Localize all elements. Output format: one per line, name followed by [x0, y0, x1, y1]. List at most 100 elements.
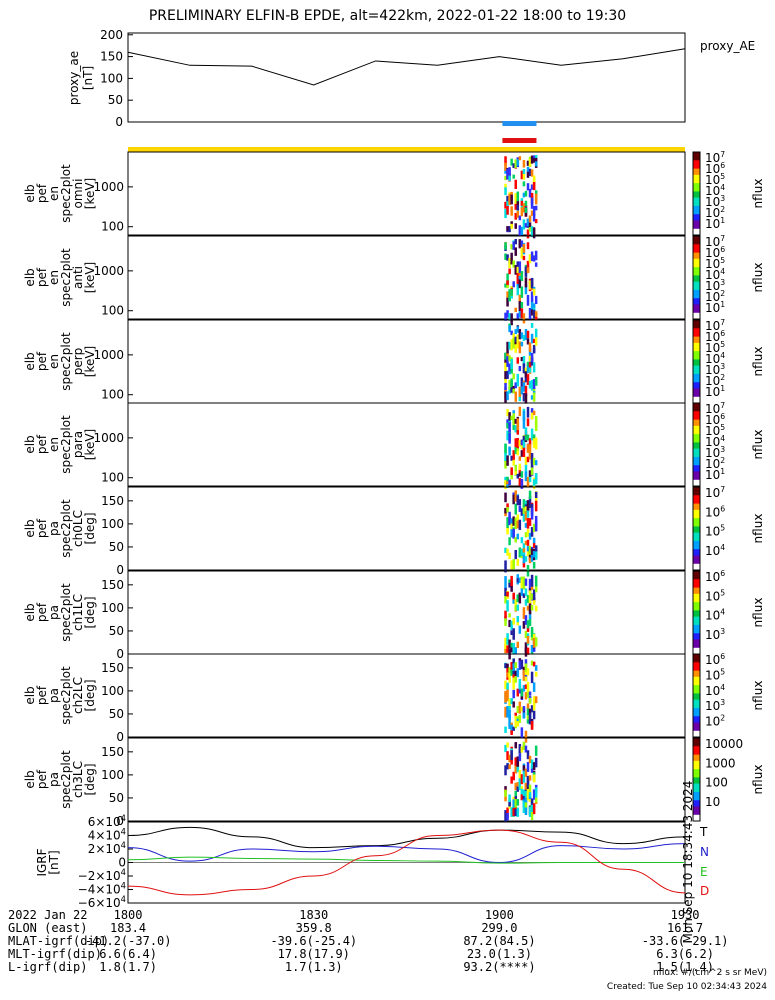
colorbar-cell: [693, 189, 700, 192]
spectrogram-cell: [506, 706, 509, 718]
panel-y-label: elb: [23, 184, 37, 202]
colorbar-cell: [693, 567, 700, 571]
spectrogram-cell: [528, 532, 532, 540]
spectrogram-cell: [514, 382, 517, 389]
spectrogram-cell: [530, 766, 534, 773]
colorbar-cell: [693, 324, 700, 327]
colorbar-cell: [693, 444, 700, 448]
spectrogram-cell: [526, 647, 530, 655]
proxy-ae-line: [127, 48, 686, 86]
spectrogram-cell: [508, 579, 511, 585]
panel-frame: [127, 319, 686, 404]
colorbar-cell: [693, 683, 700, 686]
footer-row-label: MLAT-igrf(dip): [8, 934, 110, 948]
spectrogram-cell: [516, 705, 520, 714]
spectrogram-cell: [524, 647, 528, 657]
spectrogram-cell: [524, 630, 528, 639]
spectrogram-cell: [514, 179, 517, 190]
spectrogram-cell: [524, 435, 528, 441]
spectrogram-cell: [506, 528, 509, 535]
spectrogram-cell: [516, 520, 520, 529]
spectrogram-panel: 150100500elbpefpaspec2plotch2LC[deg]1061…: [23, 652, 765, 744]
colorbar-cell: [693, 670, 700, 674]
y-tick-label: 100: [101, 388, 124, 402]
footer-row-value: 1930: [670, 908, 700, 922]
colorbar-cell: [693, 168, 700, 172]
colorbar-cell: [693, 300, 700, 303]
spectrogram-cell: [530, 585, 534, 590]
spectrogram-cell: [522, 801, 526, 813]
spectrogram-cell: [534, 460, 538, 466]
panel-y-label: spec2plot: [59, 499, 73, 558]
spectrogram-cell: [526, 703, 530, 709]
spectrogram-cell: [534, 295, 538, 304]
spectrogram-cell: [514, 265, 517, 275]
spectrogram-cell: [506, 807, 509, 818]
spectrogram-cell: [510, 730, 513, 735]
spectrogram-cell: [528, 307, 532, 320]
panel-y-label: pef: [35, 434, 49, 454]
colorbar-cell: [693, 762, 700, 766]
colorbar-cell: [693, 256, 700, 260]
colorbar-tick-label: 102: [705, 289, 725, 304]
spectrogram-cell: [506, 356, 509, 367]
spectrogram-cell: [512, 333, 515, 343]
spectrogram-cell: [506, 672, 509, 678]
colorbar-tick-label: 103: [705, 698, 725, 713]
colorbar-tick-label: 107: [705, 318, 725, 333]
spectrogram-cell: [508, 313, 511, 321]
colorbar-cell: [693, 230, 700, 234]
spectrogram-cell: [506, 600, 509, 612]
spectrogram-cell: [504, 370, 507, 381]
spectrogram-cell: [508, 537, 511, 546]
spectrogram-cell: [518, 341, 522, 354]
spectrogram-cell: [510, 244, 513, 250]
spectrogram-cell: [528, 490, 532, 500]
panel-y-label: pa: [47, 521, 61, 536]
spectrogram-cell: [528, 444, 532, 455]
colorbar-cell: [693, 376, 700, 379]
spectrogram-cell: [522, 789, 526, 796]
spectrogram-cell: [530, 555, 534, 562]
spectrogram-cell: [534, 665, 538, 671]
colorbar-cell: [693, 563, 700, 567]
panel-y-label: [keV]: [83, 346, 97, 377]
spectrogram-cell: [516, 533, 520, 540]
spectrogram-cell: [504, 547, 507, 553]
colorbar-cell: [693, 328, 700, 331]
colorbar-cell: [693, 260, 700, 264]
spectrogram-cell: [532, 803, 536, 815]
colorbar-cell: [693, 513, 700, 517]
colorbar-cell: [693, 481, 700, 485]
spectrogram-cell: [516, 721, 520, 727]
colorbar-cell: [693, 164, 700, 168]
spectrogram-cell: [510, 529, 513, 538]
colorbar-cell: [693, 526, 700, 529]
colorbar-cell: [693, 794, 700, 797]
panel-y-label: spec2plot: [59, 164, 73, 223]
colorbar-cell: [693, 411, 700, 414]
spectrogram-cell: [506, 763, 509, 770]
colorbar-label: nflux: [751, 765, 765, 795]
spectrogram-cell: [534, 155, 538, 160]
spectrogram-cell: [508, 446, 511, 452]
spectrogram-cell: [526, 160, 530, 166]
colorbar-cell: [693, 407, 700, 410]
spectrogram-cell: [518, 156, 522, 161]
spectrogram-cell: [532, 182, 536, 191]
colorbar-cell: [693, 298, 700, 301]
colorbar-cell: [693, 701, 700, 705]
colorbar-cell: [693, 773, 700, 776]
spectrogram-cell: [514, 598, 517, 606]
spectrogram-cell: [514, 503, 517, 515]
spectrogram-cell: [518, 678, 522, 690]
spectrogram-panel: 1000100elbpefenspec2plotperp[keV]1071061…: [23, 318, 765, 404]
spectrogram-cell: [510, 642, 513, 648]
spectrogram-cell: [522, 192, 526, 198]
panel-y-label: [deg]: [83, 597, 97, 629]
spectrogram-cell: [524, 670, 528, 682]
footer-row-value: 6.3(6.2): [656, 947, 714, 961]
spectrogram-cell: [508, 667, 511, 677]
colorbar-cell: [693, 166, 700, 170]
spectrogram-cell: [512, 459, 515, 466]
